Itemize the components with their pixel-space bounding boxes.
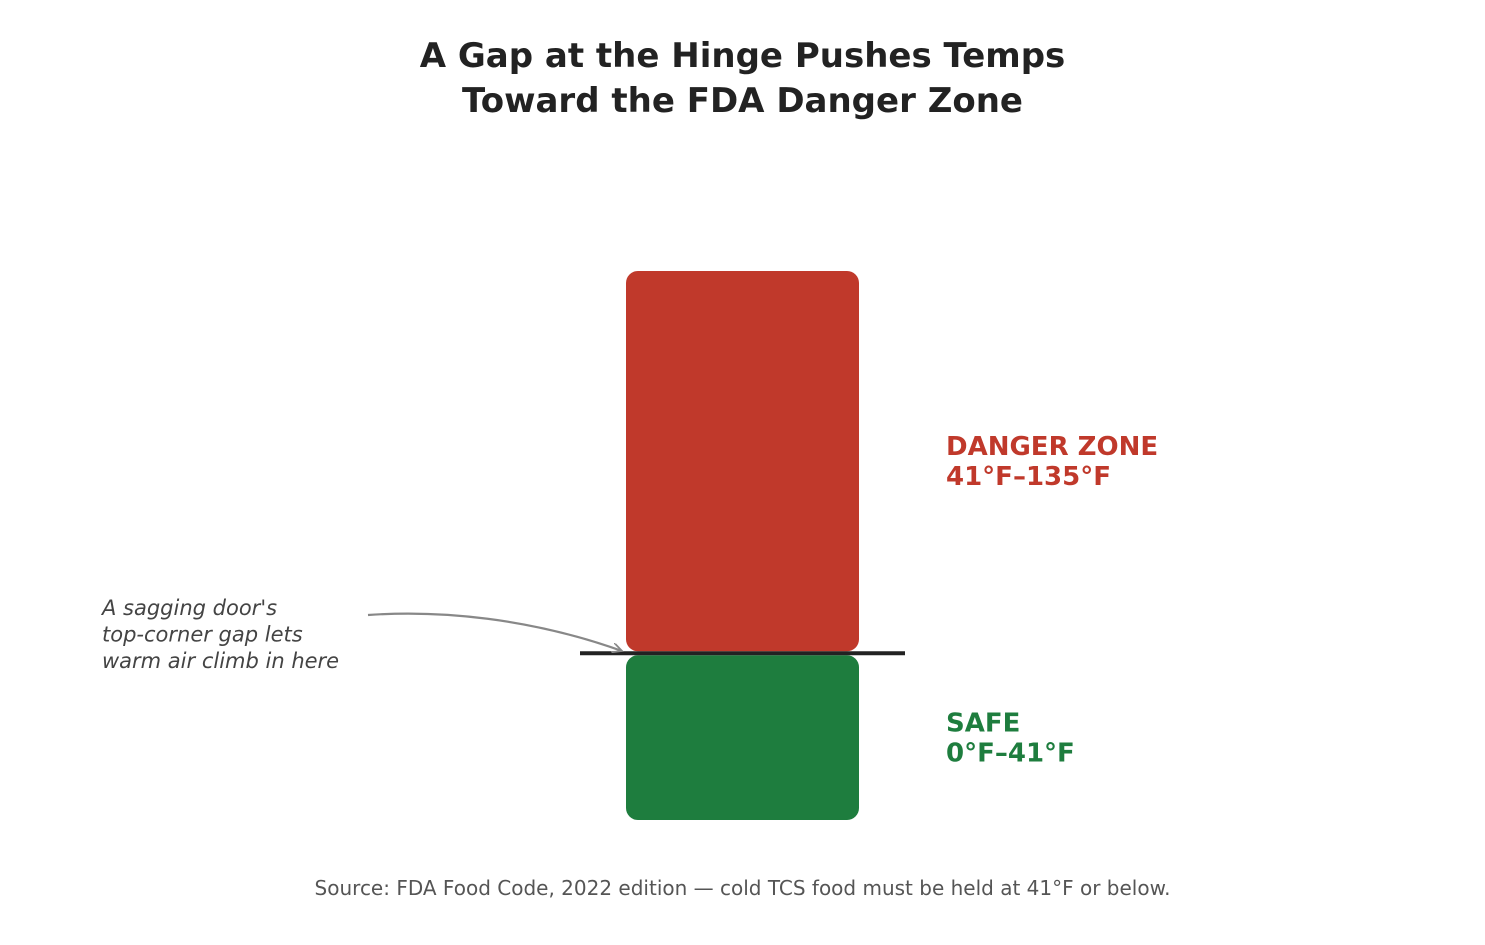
annotation-line-3: warm air climb in here bbox=[102, 649, 339, 673]
chart-title-line-2: Toward the FDA Danger Zone bbox=[462, 81, 1023, 121]
annotation-arrow bbox=[367, 612, 622, 651]
annotation-line-1: A sagging door's bbox=[100, 596, 277, 620]
source-note: Source: FDA Food Code, 2022 edition — co… bbox=[314, 876, 1171, 900]
segment-label-danger-zone: DANGER ZONE bbox=[946, 432, 1158, 462]
segment-range-safe: 0°F–41°F bbox=[946, 739, 1075, 769]
bar-segment-danger-zone bbox=[626, 271, 859, 652]
segment-label-safe: SAFE bbox=[946, 709, 1020, 739]
annotation-line-2: top-corner gap lets bbox=[102, 623, 303, 647]
segment-range-danger-zone: 41°F–135°F bbox=[946, 462, 1111, 492]
hinge-gap-annotation: A sagging door's top-corner gap letswarm … bbox=[100, 596, 622, 673]
bar-stack bbox=[626, 271, 859, 820]
chart-title-line-1: A Gap at the Hinge Pushes Temps bbox=[419, 36, 1066, 76]
chart-title: A Gap at the Hinge Pushes Temps Toward t… bbox=[0, 34, 1485, 124]
bar-segment-safe bbox=[626, 655, 859, 820]
